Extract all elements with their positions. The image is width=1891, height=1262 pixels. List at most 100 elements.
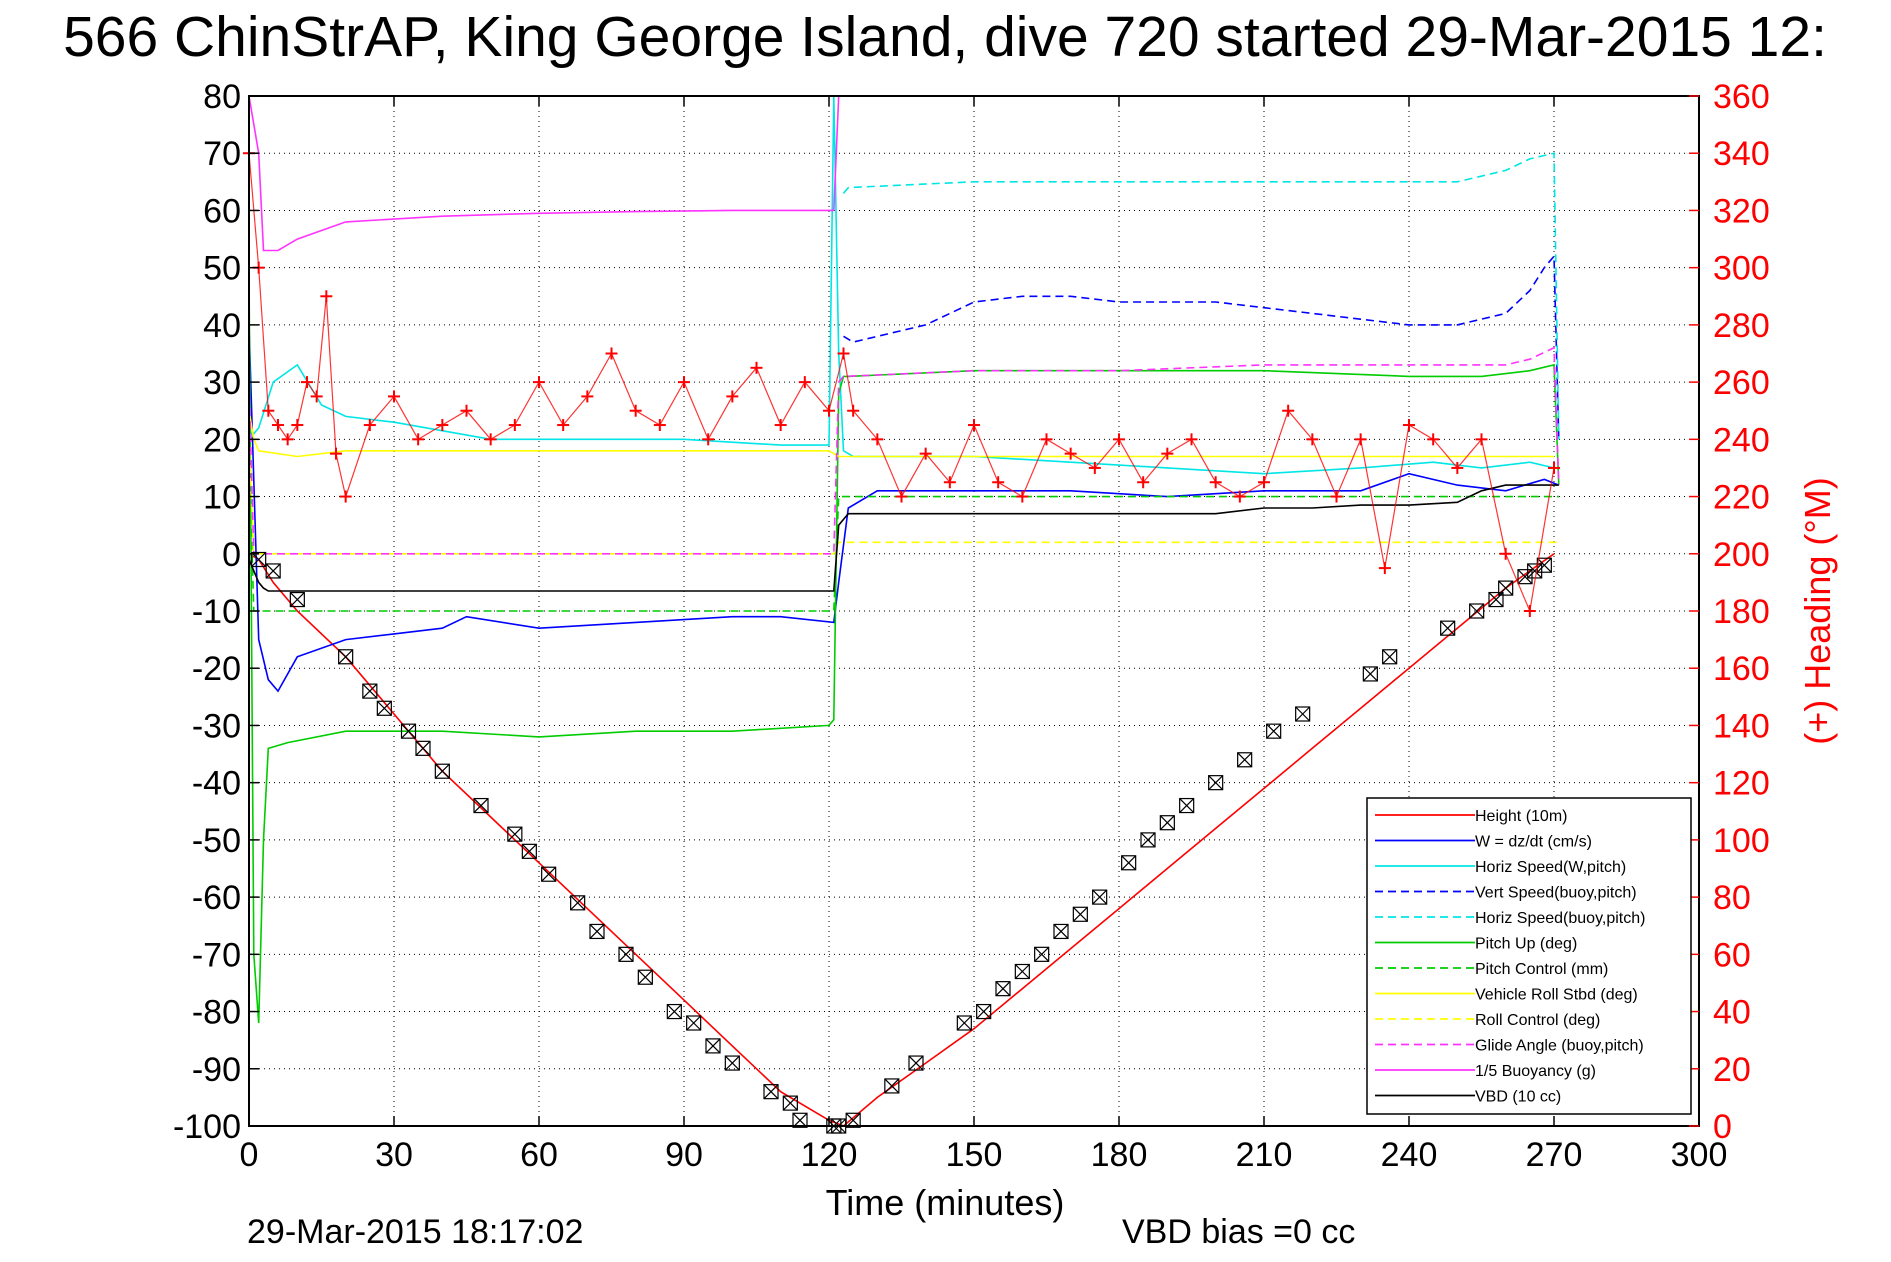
marker-cross-b (415, 740, 431, 756)
legend-label: Roll Control (deg) (1475, 1012, 1600, 1029)
y-right-tick-label: 240 (1713, 421, 1770, 459)
y-left-tick-label: -70 (192, 936, 241, 974)
marker-box (1034, 946, 1050, 962)
y-left-tick-label: 40 (203, 307, 241, 345)
marker-box (376, 700, 392, 716)
marker-box (1362, 666, 1378, 682)
dive-marker (507, 826, 523, 842)
marker-box (1179, 797, 1195, 814)
heading-point (1403, 419, 1415, 432)
dive-marker (521, 843, 537, 859)
marker-box (1121, 855, 1137, 871)
marker-cross-b (1208, 775, 1224, 791)
heading-point (320, 290, 333, 303)
dive-marker (1121, 855, 1137, 871)
marker-cross-b (473, 798, 489, 813)
legend-label: Horiz Speed(W,pitch) (1475, 859, 1626, 876)
legend-item: Pitch Control (mm) (1375, 961, 1608, 978)
marker-cross-b (1498, 580, 1514, 596)
heading-point (653, 419, 666, 432)
heading-point (1354, 433, 1367, 446)
marker-box (908, 1055, 924, 1071)
y-left-tick-label: -80 (192, 994, 241, 1032)
y-left-tick-label: -30 (192, 707, 241, 745)
marker-cross-b (401, 723, 416, 739)
y-left-tick-label: 0 (222, 536, 241, 574)
x-tick-label: 120 (801, 1136, 858, 1174)
legend-label: Pitch Control (mm) (1475, 961, 1608, 978)
series-line-5 (248, 267, 1560, 1024)
marker-box (1014, 963, 1030, 980)
marker-cross-b (1362, 666, 1378, 682)
legend-label: Vert Speed(buoy,pitch) (1475, 885, 1637, 902)
x-tick-label: 90 (665, 1136, 703, 1174)
heading-point (629, 404, 642, 417)
marker-cross-b (845, 1112, 861, 1128)
marker-box (884, 1078, 900, 1094)
right-axis-label: (+) Heading (°M) (1797, 477, 1838, 744)
heading-point (281, 433, 294, 446)
dive-marker (1179, 797, 1195, 814)
y-right-tick-label: 220 (1713, 479, 1770, 517)
heading-point (1330, 490, 1343, 503)
y-right-tick-label: 20 (1713, 1051, 1751, 1089)
heading-point (310, 390, 323, 403)
y-left-tick-label: 60 (203, 192, 241, 230)
dive-marker (782, 1095, 798, 1111)
y-right-tick-label: 60 (1713, 936, 1751, 974)
marker-cross-b (666, 1004, 682, 1019)
heading-point (339, 490, 352, 503)
dive-marker (589, 923, 605, 940)
marker-box (251, 551, 267, 568)
marker-cross-b (995, 981, 1011, 997)
legend-label: Vehicle Roll Stbd (deg) (1475, 987, 1638, 1004)
marker-box (1382, 649, 1398, 665)
y-left-tick-label: -50 (192, 822, 241, 860)
marker-box (956, 1015, 972, 1031)
heading-point (436, 419, 449, 432)
heading-point (1016, 490, 1029, 503)
dive-marker (884, 1078, 900, 1094)
series-layer (248, 95, 1560, 1127)
heading-point (460, 404, 473, 417)
heading-point (798, 376, 811, 389)
series-line-9 (248, 346, 1560, 555)
marker-cross-b (1121, 855, 1137, 871)
dive-marker (289, 591, 305, 608)
heading-point (412, 433, 425, 446)
marker-cross-b (1072, 906, 1088, 922)
heading-point (847, 404, 860, 417)
dive-marker (1527, 563, 1543, 579)
y-right-tick-label: 260 (1713, 364, 1770, 402)
legend-item: Horiz Speed(buoy,pitch) (1375, 910, 1645, 927)
legend-label: 1/5 Buoyancy (g) (1475, 1063, 1596, 1080)
marker-box (705, 1038, 721, 1054)
marker-cross-b (251, 552, 267, 567)
legend-item: Horiz Speed(W,pitch) (1375, 859, 1626, 876)
marker-cross-b (541, 866, 557, 882)
marker-box (570, 895, 586, 911)
dive-marker (338, 649, 354, 665)
marker-cross-b (1517, 569, 1533, 585)
dive-marker (1092, 889, 1108, 905)
heading-point (1427, 433, 1440, 446)
heading-point (871, 433, 884, 446)
y-right-tick-label: 120 (1713, 765, 1770, 803)
dive-marker (637, 969, 653, 985)
y-left-tick-label: -60 (192, 879, 241, 917)
x-tick-label: 240 (1381, 1136, 1438, 1174)
y-right-tick-label: 140 (1713, 707, 1770, 745)
dive-marker (724, 1055, 740, 1071)
y-right-tick-label: 0 (1713, 1108, 1732, 1146)
dive-marker (908, 1055, 924, 1071)
heading-point (968, 419, 980, 432)
marker-box (507, 826, 523, 842)
series-line-4 (842, 152, 1560, 440)
legend-item: W = dz/dt (cm/s) (1375, 834, 1592, 851)
marker-box (792, 1112, 808, 1128)
marker-cross-b (521, 843, 537, 859)
series-line-3 (843, 254, 1560, 440)
heading-point (291, 419, 304, 432)
marker-box (1208, 775, 1224, 791)
